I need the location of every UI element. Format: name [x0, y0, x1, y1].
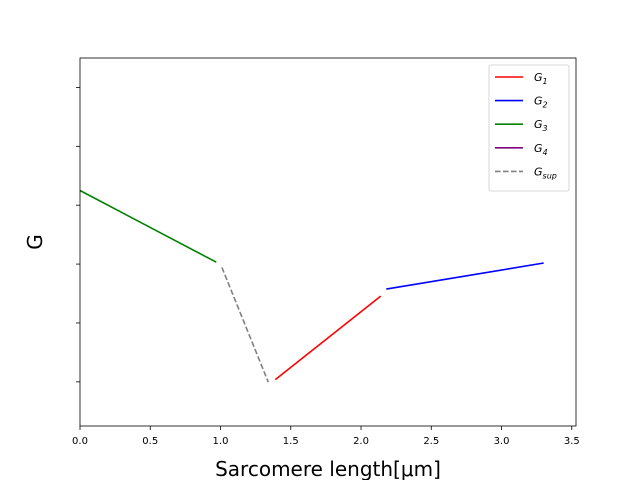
legend-box [488, 64, 570, 192]
x-tick-label: 0.5 [142, 436, 158, 447]
x-tick-label: 3.5 [564, 436, 580, 447]
legend-entry-g3: G3 [534, 118, 548, 133]
x-axis-ticks: 0.0 0.5 1.0 1.5 2.0 2.5 3.0 3.5 [72, 426, 580, 447]
x-tick-label: 1.0 [213, 436, 229, 447]
y-axis-ticks [76, 87, 80, 383]
series-line-g3 [79, 189, 217, 263]
x-axis-label: Sarcomere length[μm] [215, 457, 441, 480]
legend-entry-g4: G4 [534, 142, 548, 157]
plot-frame [79, 57, 577, 427]
series-line-g1 [274, 295, 382, 381]
x-tick-label: 0.0 [72, 436, 88, 447]
x-tick-label: 2.0 [353, 436, 369, 447]
series-line-gsup [221, 267, 270, 383]
legend-entry-g2: G2 [534, 95, 548, 110]
legend-entry-g1: G1 [534, 71, 548, 86]
x-tick-label: 1.5 [283, 436, 299, 447]
x-tick-label: 3.0 [494, 436, 510, 447]
legend: G1 G2 G3 G4 Gsup [488, 64, 570, 192]
x-tick-label: 2.5 [423, 436, 439, 447]
series-line-g2 [386, 262, 544, 290]
y-axis-label: G [23, 234, 47, 250]
legend-entry-gsup: Gsup [534, 165, 557, 180]
plot-lines [79, 189, 544, 383]
